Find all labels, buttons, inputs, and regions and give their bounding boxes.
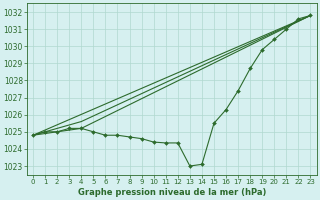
X-axis label: Graphe pression niveau de la mer (hPa): Graphe pression niveau de la mer (hPa) — [77, 188, 266, 197]
